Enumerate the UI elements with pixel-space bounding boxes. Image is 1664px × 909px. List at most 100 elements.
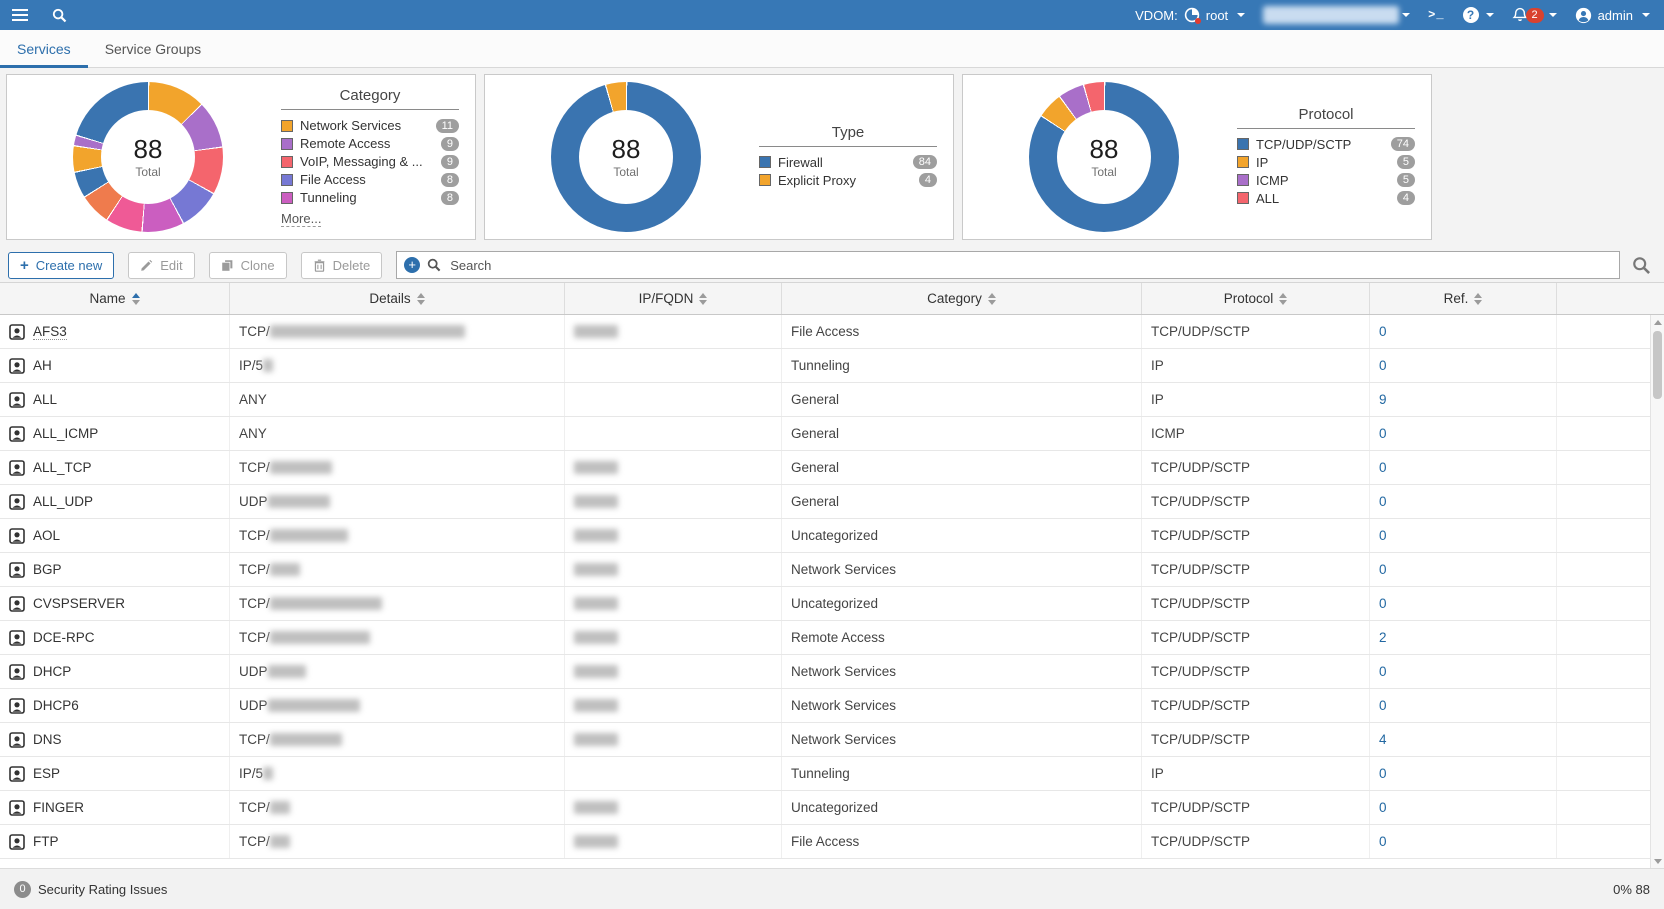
table-row[interactable]: BGP TCP/ Network Services TCP/UDP/SCTP 0 — [0, 553, 1664, 587]
legend-item[interactable]: VoIP, Messaging & ... 9 — [281, 154, 459, 169]
ref-link[interactable]: 0 — [1379, 596, 1387, 611]
add-filter-icon[interactable]: + — [404, 257, 421, 273]
legend-item[interactable]: ICMP 5 — [1237, 173, 1415, 188]
column-header-details[interactable]: Details — [230, 283, 565, 314]
name-cell[interactable]: FINGER — [0, 791, 230, 824]
ref-link[interactable]: 2 — [1379, 630, 1387, 645]
ref-link[interactable]: 0 — [1379, 664, 1387, 679]
column-header-ip-fqdn[interactable]: IP/FQDN — [565, 283, 782, 314]
clone-button[interactable]: Clone — [208, 251, 287, 279]
ref-link[interactable]: 0 — [1379, 494, 1387, 509]
name-cell[interactable]: FTP — [0, 825, 230, 858]
hamburger-menu-icon[interactable] — [12, 9, 28, 21]
ref-link[interactable]: 9 — [1379, 392, 1387, 407]
table-row[interactable]: DNS TCP/ Network Services TCP/UDP/SCTP 4 — [0, 723, 1664, 757]
table-row[interactable]: DCE-RPC TCP/ Remote Access TCP/UDP/SCTP … — [0, 621, 1664, 655]
column-header-name[interactable]: Name — [0, 283, 230, 314]
legend-item[interactable]: Tunneling 8 — [281, 190, 459, 205]
details-cell: ANY — [230, 383, 565, 416]
ref-link[interactable]: 0 — [1379, 460, 1387, 475]
ref-link[interactable]: 0 — [1379, 834, 1387, 849]
name-cell[interactable]: AFS3 — [0, 315, 230, 348]
name-cell[interactable]: DHCP — [0, 655, 230, 688]
legend-item[interactable]: Remote Access 9 — [281, 136, 459, 151]
legend-more-link[interactable]: More... — [281, 211, 322, 227]
name-cell[interactable]: DHCP6 — [0, 689, 230, 722]
name-cell[interactable]: BGP — [0, 553, 230, 586]
search-submit-button[interactable] — [1626, 251, 1656, 279]
name-cell[interactable]: ALL_TCP — [0, 451, 230, 484]
tab-service-groups[interactable]: Service Groups — [104, 40, 202, 57]
magnifier-icon — [1632, 256, 1650, 274]
column-header-protocol[interactable]: Protocol — [1142, 283, 1370, 314]
create-new-button[interactable]: + Create new — [8, 251, 115, 279]
legend-item[interactable]: IP 5 — [1237, 155, 1415, 170]
table-row[interactable]: AFS3 TCP/ File Access TCP/UDP/SCTP 0 — [0, 315, 1664, 349]
legend-item[interactable]: ALL 4 — [1237, 191, 1415, 206]
name-cell[interactable]: DNS — [0, 723, 230, 756]
table-row[interactable]: ALL_TCP TCP/ General TCP/UDP/SCTP 0 — [0, 451, 1664, 485]
edit-button[interactable]: Edit — [128, 251, 195, 279]
search-bar: + — [396, 251, 1620, 279]
name-cell[interactable]: ALL_UDP — [0, 485, 230, 518]
trash-icon — [313, 259, 326, 272]
scroll-up-arrow[interactable] — [1651, 315, 1664, 329]
ref-link[interactable]: 0 — [1379, 766, 1387, 781]
name-cell[interactable]: DCE-RPC — [0, 621, 230, 654]
table-row[interactable]: ALL ANY General IP 9 — [0, 383, 1664, 417]
legend-item[interactable]: Firewall 84 — [759, 155, 937, 170]
ref-link[interactable]: 0 — [1379, 358, 1387, 373]
details-redacted — [269, 733, 342, 746]
name-cell[interactable]: AOL — [0, 519, 230, 552]
ref-link[interactable]: 0 — [1379, 698, 1387, 713]
legend-item[interactable]: TCP/UDP/SCTP 74 — [1237, 137, 1415, 152]
name-cell[interactable]: ESP — [0, 757, 230, 790]
delete-button[interactable]: Delete — [300, 251, 383, 279]
cli-console-icon[interactable]: >_ — [1428, 8, 1445, 22]
scrollbar-thumb[interactable] — [1653, 331, 1662, 399]
table-row[interactable]: ESP IP/5 Tunneling IP 0 — [0, 757, 1664, 791]
vertical-scrollbar[interactable] — [1650, 315, 1664, 868]
category-cell: Network Services — [782, 655, 1142, 688]
notifications-menu[interactable]: 2 — [1512, 7, 1557, 23]
protocol-cell-label: IP — [1151, 392, 1164, 407]
user-menu[interactable]: admin — [1575, 7, 1650, 24]
table-row[interactable]: FINGER TCP/ Uncategorized TCP/UDP/SCTP 0 — [0, 791, 1664, 825]
name-cell[interactable]: CVSPSERVER — [0, 587, 230, 620]
ref-link[interactable]: 4 — [1379, 732, 1387, 747]
ref-link[interactable]: 0 — [1379, 800, 1387, 815]
ref-link[interactable]: 0 — [1379, 562, 1387, 577]
column-header-category[interactable]: Category — [782, 283, 1142, 314]
service-icon — [9, 697, 25, 714]
vdom-selector[interactable]: VDOM: root — [1135, 7, 1246, 24]
legend-item[interactable]: Explicit Proxy 4 — [759, 173, 937, 188]
security-rating-label[interactable]: Security Rating Issues — [38, 881, 168, 897]
table-row[interactable]: FTP TCP/ File Access TCP/UDP/SCTP 0 — [0, 825, 1664, 859]
name-cell[interactable]: ALL — [0, 383, 230, 416]
help-menu[interactable]: ? — [1462, 7, 1494, 23]
table-row[interactable]: AH IP/5 Tunneling IP 0 — [0, 349, 1664, 383]
table-row[interactable]: ALL_UDP UDP General TCP/UDP/SCTP 0 — [0, 485, 1664, 519]
table-row[interactable]: AOL TCP/ Uncategorized TCP/UDP/SCTP 0 — [0, 519, 1664, 553]
global-search-icon[interactable] — [52, 8, 67, 23]
legend-swatch — [281, 191, 293, 204]
name-cell[interactable]: AH — [0, 349, 230, 382]
scroll-down-arrow[interactable] — [1651, 854, 1664, 868]
table-row[interactable]: DHCP6 UDP Network Services TCP/UDP/SCTP … — [0, 689, 1664, 723]
legend-item[interactable]: File Access 8 — [281, 172, 459, 187]
name-cell[interactable]: ALL_ICMP — [0, 417, 230, 450]
legend-item[interactable]: Network Services 11 — [281, 118, 459, 133]
table-row[interactable]: ALL_ICMP ANY General ICMP 0 — [0, 417, 1664, 451]
table-row[interactable]: CVSPSERVER TCP/ Uncategorized TCP/UDP/SC… — [0, 587, 1664, 621]
search-input[interactable] — [448, 256, 1612, 274]
ref-link[interactable]: 0 — [1379, 426, 1387, 441]
ref-link[interactable]: 0 — [1379, 528, 1387, 543]
hostname-selector[interactable] — [1263, 6, 1411, 24]
ip-redacted — [574, 665, 618, 678]
column-header-ref[interactable]: Ref. — [1370, 283, 1557, 314]
details-prefix: TCP/ — [239, 800, 270, 815]
category-cell: Uncategorized — [782, 587, 1142, 620]
table-row[interactable]: DHCP UDP Network Services TCP/UDP/SCTP 0 — [0, 655, 1664, 689]
ref-link[interactable]: 0 — [1379, 324, 1387, 339]
tab-services[interactable]: Services — [0, 30, 88, 68]
